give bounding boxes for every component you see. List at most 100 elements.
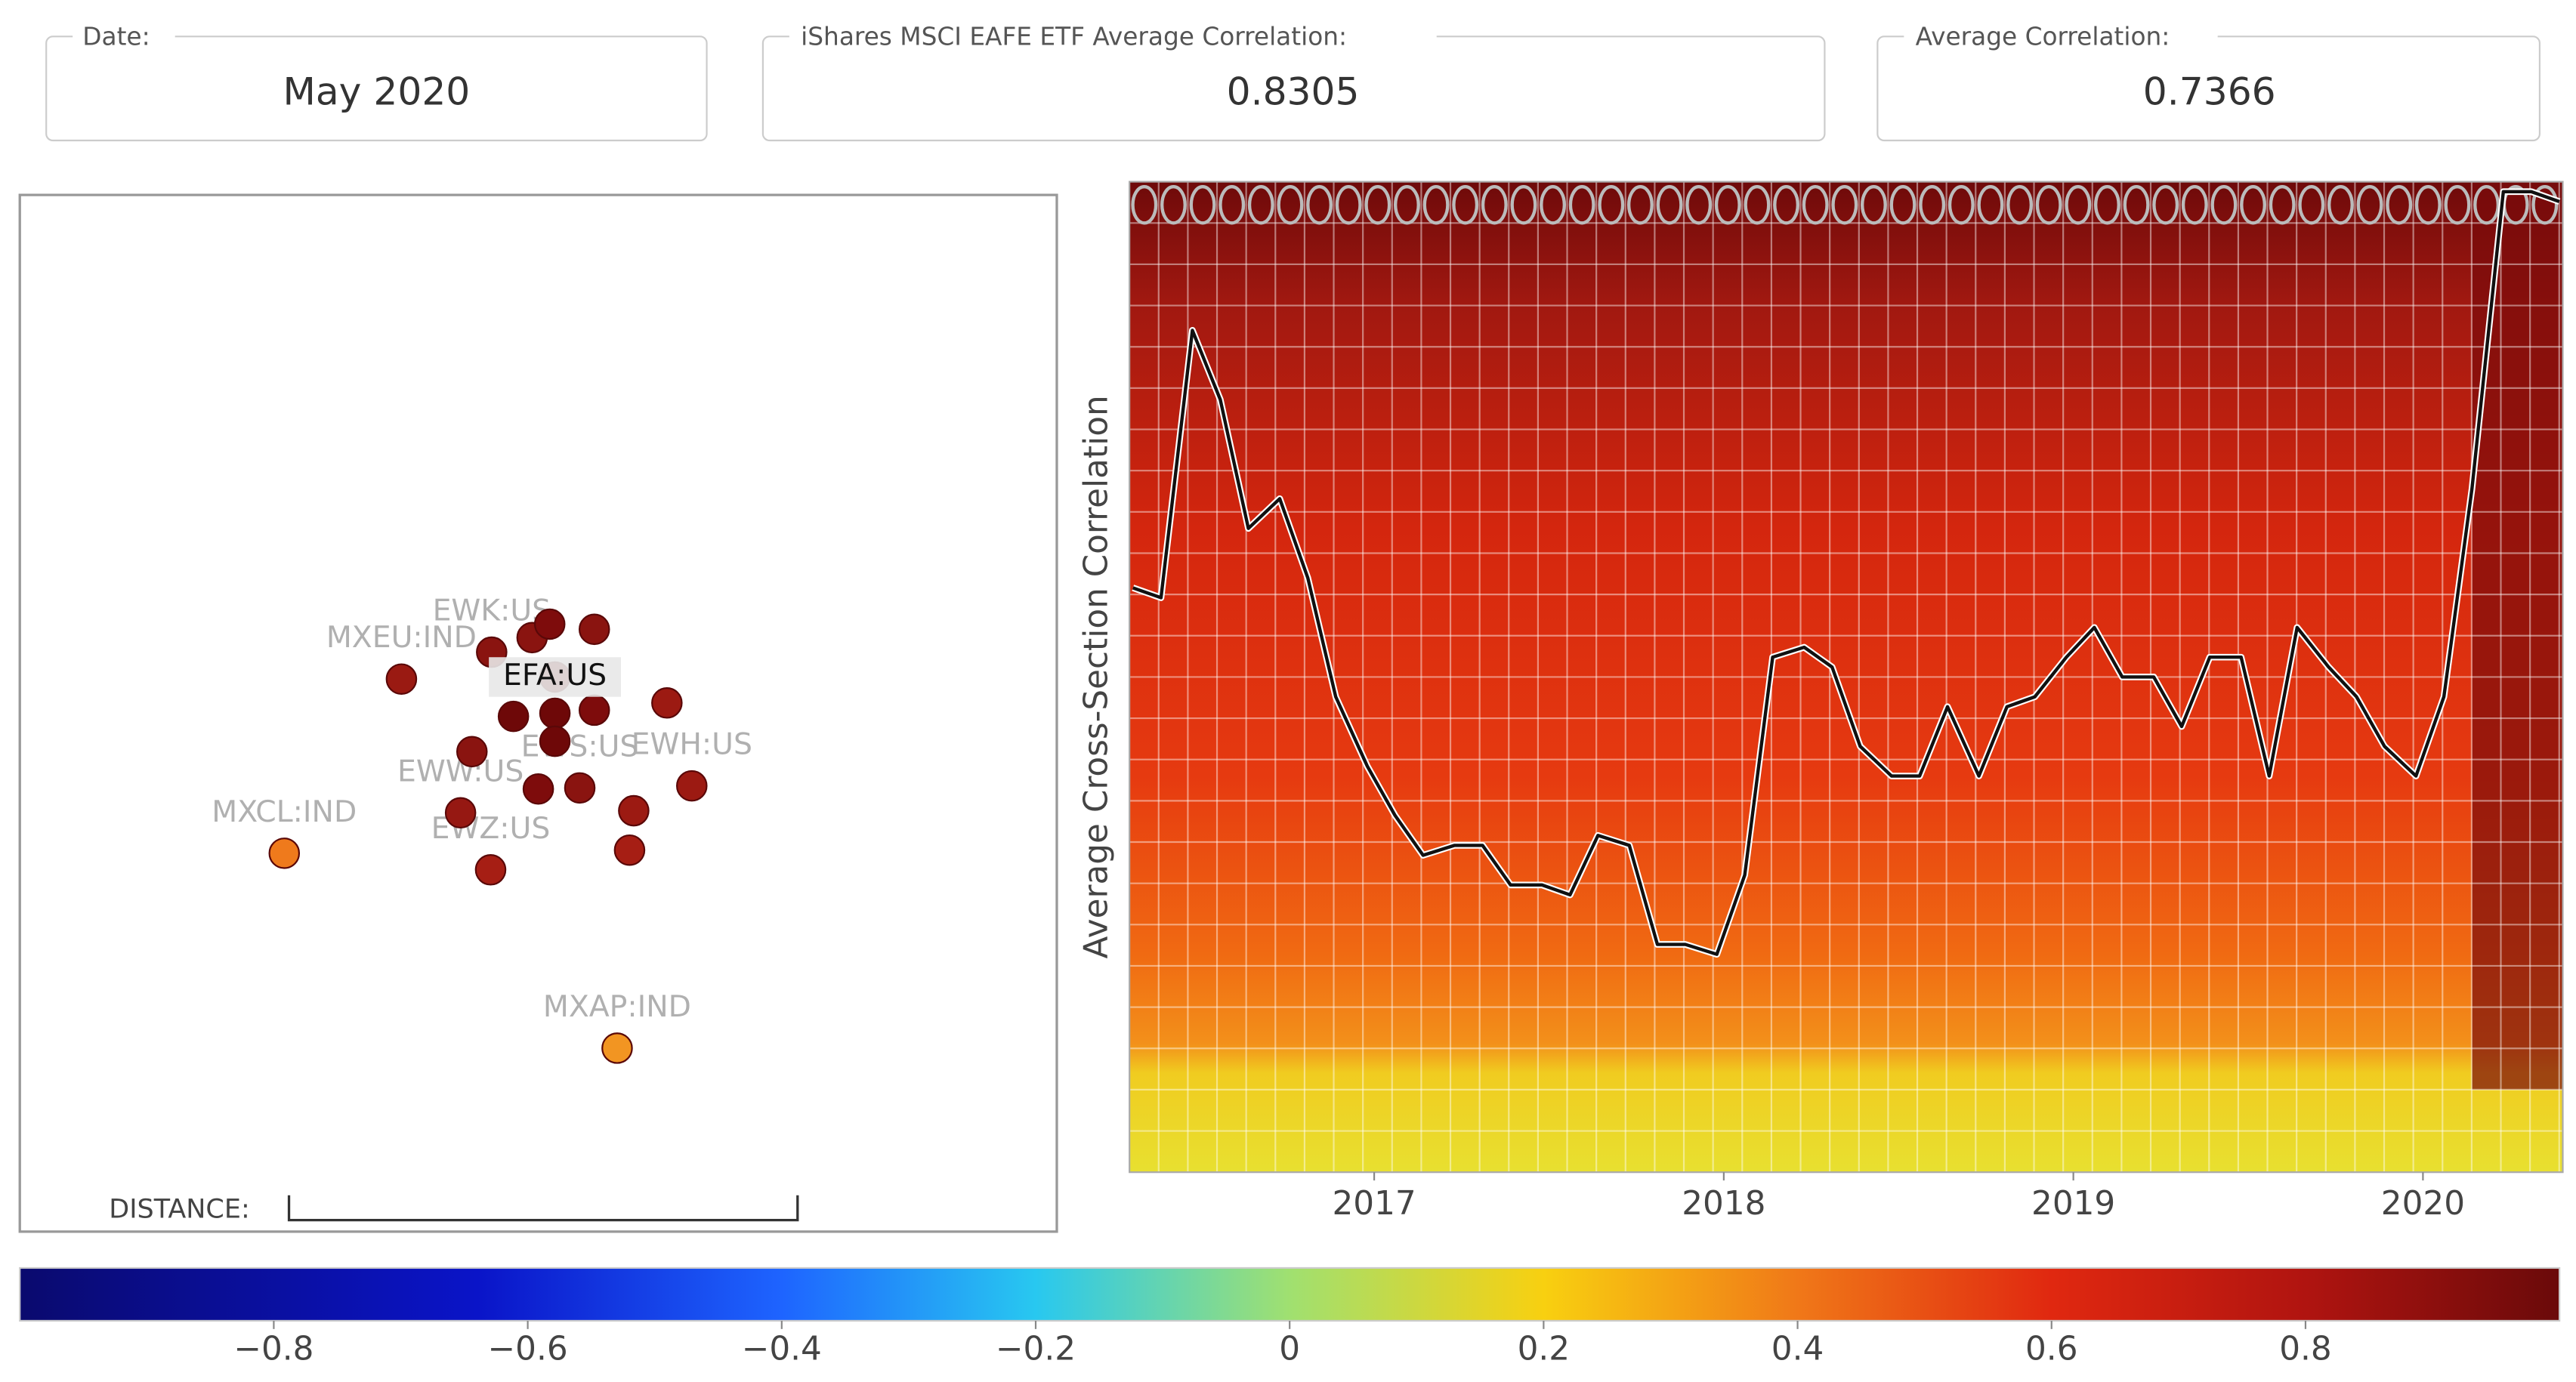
x-axis: 2017 2018 2019 2020 <box>1332 1172 2465 1223</box>
cell-marker <box>2152 185 2179 225</box>
distance-scale <box>287 1195 799 1222</box>
distance-label: DISTANCE: <box>109 1194 249 1224</box>
colorbar-tick-label: −0.2 <box>996 1329 1076 1368</box>
cell-marker <box>1131 185 1158 225</box>
cell-marker <box>1598 185 1625 225</box>
cell-marker <box>1452 185 1479 225</box>
line <box>1132 190 2560 956</box>
cell-marker <box>2240 185 2267 225</box>
node <box>539 697 571 730</box>
field-label: iShares MSCI EAFE ETF Average Correlatio… <box>801 22 1347 51</box>
cell-marker <box>1802 185 1829 225</box>
heatmap-border <box>1129 180 2564 1174</box>
field-value: May 2020 <box>283 69 470 113</box>
highlight-label: EFA:US <box>503 658 607 693</box>
node <box>578 694 610 726</box>
node <box>578 613 610 646</box>
x-tick-label: 2020 <box>2381 1184 2465 1223</box>
cell-marker <box>1277 185 1304 225</box>
cell-marker <box>1219 185 1246 225</box>
line-layer <box>1132 188 2561 958</box>
cell-marker <box>1189 185 1216 225</box>
cell-marker <box>2210 185 2238 225</box>
cell-marker <box>1744 185 1771 225</box>
cell-marker <box>1422 185 1450 225</box>
cell-marker <box>2414 185 2442 225</box>
cell-marker <box>1364 185 1391 225</box>
colorbar-tick-label: −0.6 <box>488 1329 568 1368</box>
cell-marker <box>2298 185 2325 225</box>
node <box>497 700 530 733</box>
node <box>613 834 646 866</box>
cell-marker <box>2444 185 2471 225</box>
node <box>268 838 301 869</box>
cell-marker <box>1656 185 1683 225</box>
field-date: Date: May 2020 <box>45 22 708 142</box>
field-label: Average Correlation: <box>1916 22 2170 51</box>
cell-marker <box>2327 185 2354 225</box>
field-label-bg <box>1904 23 2218 54</box>
cell-marker <box>1860 185 1887 225</box>
node <box>651 687 683 719</box>
y-axis-label: Average Cross-Section Correlation <box>1077 395 1116 958</box>
colorbar-tick-label: 0.4 <box>1771 1329 1824 1368</box>
heatmap <box>1129 181 2563 1173</box>
node <box>539 725 571 757</box>
field-value: 0.7366 <box>2143 69 2276 113</box>
field-label-bg <box>789 23 1437 54</box>
node-label: MXCL:IND <box>212 794 357 829</box>
field-average-correlation: Average Correlation: 0.7366 <box>1876 22 2541 142</box>
cell-marker <box>2035 185 2062 225</box>
node <box>618 794 650 827</box>
cell-marker <box>2356 185 2383 225</box>
cell-marker <box>2269 185 2296 225</box>
cell-marker <box>1626 185 1654 225</box>
cell-marker <box>2181 185 2208 225</box>
colorbar <box>19 1266 2561 1322</box>
field-label: Date: <box>82 22 150 51</box>
cell-marker <box>1889 185 1917 225</box>
cell-marker <box>2386 185 2413 225</box>
node <box>676 770 708 802</box>
cell-marker <box>2123 185 2150 225</box>
cell-marker <box>2093 185 2120 225</box>
node-label: EWS:US <box>521 729 639 763</box>
field-value: 0.8305 <box>1227 69 1360 113</box>
cell-marker <box>1247 185 1274 225</box>
highlight-bg <box>489 657 622 697</box>
cell-marker <box>1977 185 2004 225</box>
node <box>385 663 418 695</box>
colorbar-tick-label: 0.2 <box>1518 1329 1571 1368</box>
cell-marker <box>1306 185 1333 225</box>
cell-marker <box>1831 185 1858 225</box>
cell-marker <box>1947 185 1975 225</box>
cell-marker <box>1919 185 1946 225</box>
colorbar-tick-label: 0 <box>1279 1329 1300 1368</box>
cell-marker <box>2065 185 2092 225</box>
cell-marker <box>1540 185 1567 225</box>
node <box>444 797 477 829</box>
x-tick-label: 2018 <box>1682 1184 1765 1223</box>
node <box>564 772 596 804</box>
cell-marker <box>1568 185 1595 225</box>
node <box>533 608 566 640</box>
colorbar-ticks: −0.8 −0.6 −0.4 −0.2 0 0.2 0.4 0.6 0.8 <box>233 1320 2332 1368</box>
cell-marker <box>1335 185 1362 225</box>
cell-marker <box>1685 185 1713 225</box>
map: MXEU:INDMXCL:INDMXAP:INDEWZ:USEWW:USEWK:… <box>212 594 752 1064</box>
colorbar-tick-label: 0.6 <box>2025 1329 2078 1368</box>
cell-marker <box>1160 185 1187 225</box>
node <box>601 1032 633 1064</box>
cell-marker <box>2531 185 2559 225</box>
node <box>474 854 507 886</box>
cell-marker <box>1773 185 1800 225</box>
cell-marker <box>1714 185 1741 225</box>
cell-marker <box>2473 185 2500 225</box>
field-label-bg <box>73 23 175 54</box>
cell-marker <box>2006 185 2034 225</box>
x-tick-label: 2019 <box>2031 1184 2115 1223</box>
map-panel <box>18 193 1058 1233</box>
x-tick-label: 2017 <box>1332 1184 1416 1223</box>
colorbar-tick-label: −0.4 <box>742 1329 822 1368</box>
colorbar-tick-label: 0.8 <box>2279 1329 2332 1368</box>
